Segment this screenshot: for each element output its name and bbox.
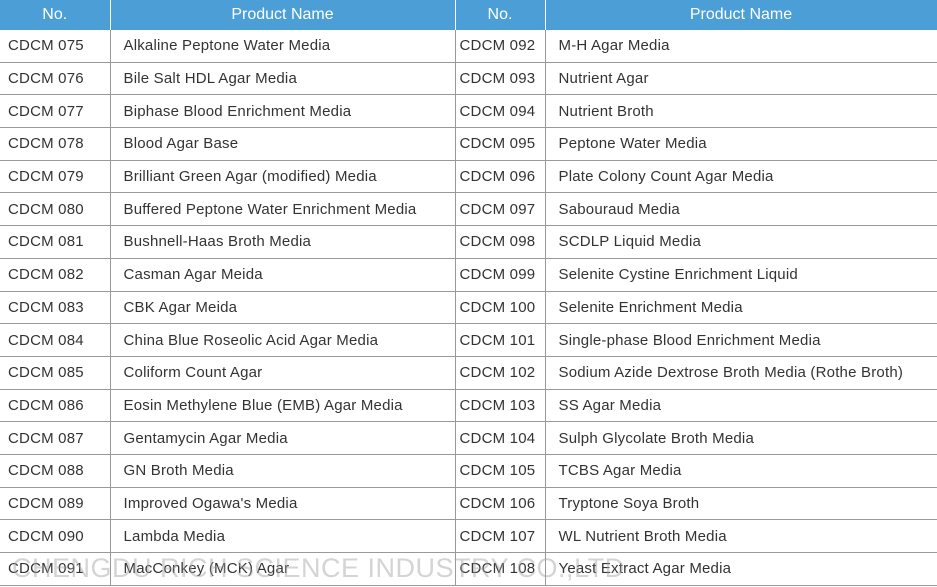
product-name: WL Nutrient Broth Media	[545, 519, 937, 553]
table-row: CDCM 081 Bushnell-Haas Broth Media CDCM 09…	[0, 225, 937, 259]
product-no: CDCM 087	[0, 421, 111, 455]
product-no: CDCM 097	[455, 192, 546, 227]
product-no: CDCM 091	[0, 552, 111, 586]
header-cell: No.	[455, 0, 546, 30]
table-row: CDCM 075 Alkaline Peptone Water Media CDCM…	[0, 30, 937, 63]
product-name: Improved Ogawa's Media	[110, 487, 456, 521]
product-name: Sabouraud Media	[545, 192, 937, 227]
table-row: CDCM 076 Bile Salt HDL Agar Media CDCM 093…	[0, 62, 937, 96]
header-cell: No.	[0, 0, 111, 30]
product-no: CDCM 088	[0, 454, 111, 488]
header-row: No. Product Name No. Product Name	[0, 0, 937, 30]
product-name: Nutrient Agar	[545, 62, 937, 96]
product-name: Yeast Extract Agar Media	[545, 552, 937, 586]
product-name: TCBS Agar Media	[545, 454, 937, 488]
product-no: CDCM 086	[0, 389, 111, 423]
product-no: CDCM 099	[455, 258, 546, 292]
product-no: CDCM 092	[455, 30, 546, 63]
product-no: CDCM 089	[0, 487, 111, 521]
product-name: Eosin Methylene Blue (EMB) Agar Media	[110, 389, 456, 423]
product-name: Bile Salt HDL Agar Media	[110, 62, 456, 96]
product-no: CDCM 108	[455, 552, 546, 586]
product-no: CDCM 102	[455, 356, 546, 390]
product-no: CDCM 090	[0, 519, 111, 553]
product-no: CDCM 082	[0, 258, 111, 292]
product-no: CDCM 106	[455, 487, 546, 521]
product-no: CDCM 077	[0, 94, 111, 129]
product-name: Brilliant Green Agar (modified) Media	[110, 160, 456, 194]
product-no: CDCM 105	[455, 454, 546, 488]
product-name: Gentamycin Agar Media	[110, 421, 456, 455]
product-no: CDCM 100	[455, 291, 546, 325]
product-name: Selenite Cystine Enrichment Liquid	[545, 258, 937, 292]
product-name: China Blue Roseolic Acid Agar Media	[110, 323, 456, 357]
product-name: Blood Agar Base	[110, 127, 456, 161]
product-no: CDCM 104	[455, 421, 546, 455]
product-no: CDCM 079	[0, 160, 111, 194]
table-row: CDCM 079 Brilliant Green Agar (modified) …	[0, 160, 937, 194]
product-no: CDCM 084	[0, 323, 111, 357]
product-name: Sodium Azide Dextrose Broth Media (Rothe…	[545, 356, 937, 390]
product-name: Selenite Enrichment Media	[545, 291, 937, 325]
product-name: Nutrient Broth	[545, 94, 937, 129]
table-row: CDCM 088 GN Broth Media CDCM 105 TCBS Agar …	[0, 454, 937, 488]
product-no: CDCM 107	[455, 519, 546, 553]
product-name: Casman Agar Meida	[110, 258, 456, 292]
table-row: CDCM 082 Casman Agar Meida CDCM 099 Selenit…	[0, 258, 937, 292]
watermark: CHENGDU RICH SCIENCE INDUSTRY CO.,LTD	[12, 553, 625, 583]
product-name: Lambda Media	[110, 519, 456, 553]
product-no: CDCM 098	[455, 225, 546, 259]
product-no: CDCM 075	[0, 30, 111, 63]
table-row: CDCM 083 CBK Agar Meida CDCM 100 Selenite E…	[0, 291, 937, 325]
product-name: Bushnell-Haas Broth Media	[110, 225, 456, 259]
table-body: CDCM 075 Alkaline Peptone Water Media CDCM…	[0, 30, 937, 586]
table-row: CDCM 080 Buffered Peptone Water Enrichmen…	[0, 192, 937, 227]
product-no: CDCM 103	[455, 389, 546, 423]
product-name: GN Broth Media	[110, 454, 456, 488]
product-no: CDCM 083	[0, 291, 111, 325]
product-no: CDCM 085	[0, 356, 111, 390]
table-row: CDCM 091 MacConkey (MCK) Agar CDCM 108 Yeas…	[0, 552, 937, 586]
product-name: Plate Colony Count Agar Media	[545, 160, 937, 194]
table-row: CDCM 089 Improved Ogawa's Media CDCM 106 Tr…	[0, 487, 937, 521]
product-no: CDCM 096	[455, 160, 546, 194]
product-no: CDCM 078	[0, 127, 111, 161]
product-name: Tryptone Soya Broth	[545, 487, 937, 521]
table-row: CDCM 087 Gentamycin Agar Media CDCM 104 Sul…	[0, 421, 937, 455]
product-no: CDCM 081	[0, 225, 111, 259]
product-no: CDCM 093	[455, 62, 546, 96]
product-name: Biphase Blood Enrichment Media	[110, 94, 456, 129]
product-name: Buffered Peptone Water Enrichment Media	[110, 192, 456, 227]
product-no: CDCM 101	[455, 323, 546, 357]
header-cell: Product Name	[545, 0, 937, 30]
table-row: CDCM 077 Biphase Blood Enrichment Media CD…	[0, 94, 937, 129]
product-name: M-H Agar Media	[545, 30, 937, 63]
product-no: CDCM 094	[455, 94, 546, 129]
product-no: CDCM 080	[0, 192, 111, 227]
product-name: Sulph Glycolate Broth Media	[545, 421, 937, 455]
product-name: CBK Agar Meida	[110, 291, 456, 325]
product-name: Alkaline Peptone Water Media	[110, 30, 456, 63]
table-row: CDCM 090 Lambda Media CDCM 107 WL Nutrient …	[0, 519, 937, 553]
table-row: CDCM 086 Eosin Methylene Blue (EMB) Agar …	[0, 389, 937, 423]
product-name: SS Agar Media	[545, 389, 937, 423]
table-row: CDCM 084 China Blue Roseolic Acid Agar Me…	[0, 323, 937, 357]
product-name: MacConkey (MCK) Agar	[110, 552, 456, 586]
table-row: CDCM 078 Blood Agar Base CDCM 095 Peptone W…	[0, 127, 937, 161]
product-name: SCDLP Liquid Media	[545, 225, 937, 259]
product-name: Coliform Count Agar	[110, 356, 456, 390]
product-no: CDCM 076	[0, 62, 111, 96]
product-no: CDCM 095	[455, 127, 546, 161]
product-name: Single-phase Blood Enrichment Media	[545, 323, 937, 357]
header-cell: Product Name	[110, 0, 456, 30]
table-row: CDCM 085 Coliform Count Agar CDCM 102 Sodiu…	[0, 356, 937, 390]
product-name: Peptone Water Media	[545, 127, 937, 161]
